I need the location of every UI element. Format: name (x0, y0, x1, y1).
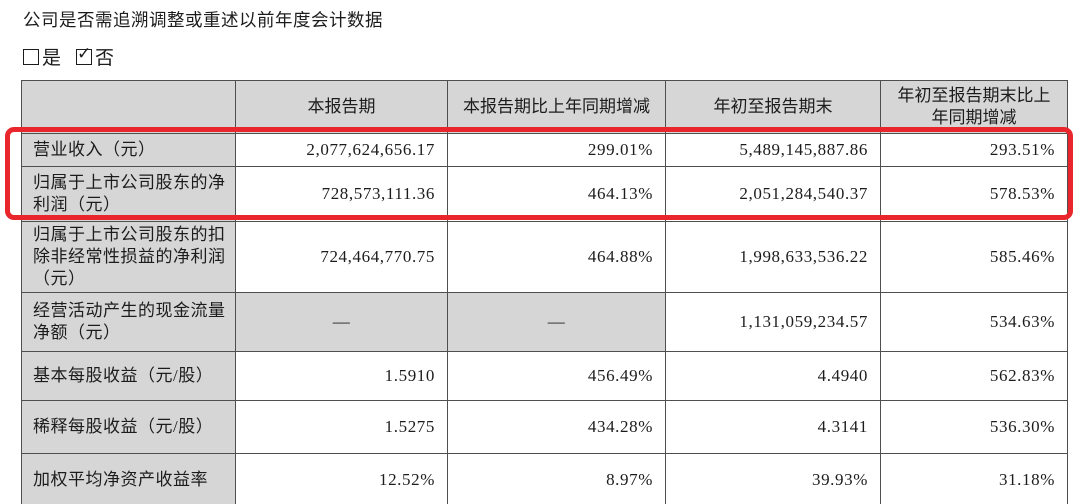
header-current-period: 本报告期 (235, 80, 448, 134)
cell-value: — (235, 292, 448, 352)
checkbox-yes-label: 是 (42, 48, 62, 69)
cell-value: 464.13% (447, 166, 666, 222)
checkbox-option-no: ✓ 否 (76, 43, 114, 70)
header-current-period-yoy: 本报告期比上年同期增减 (447, 80, 666, 134)
cell-value: 5,489,145,887.86 (665, 133, 881, 167)
cell-value: 434.28% (447, 400, 666, 454)
row-label: 归属于上市公司股东的扣除非经常性损益的净利润（元） (21, 221, 236, 293)
checkbox-row: 是 ✓ 否 (23, 43, 114, 70)
header-ytd: 年初至报告期末 (665, 80, 881, 134)
cell-value: 1,998,633,536.22 (665, 221, 881, 293)
cell-value: 39.93% (665, 453, 881, 504)
cell-value: 1.5910 (235, 351, 448, 401)
financial-indicators-table: 本报告期 本报告期比上年同期增减 年初至报告期末 年初至报告期末比上年同期增减 … (21, 80, 1068, 504)
table-row-deducted-net-profit: 归属于上市公司股东的扣除非经常性损益的净利润（元） 724,464,770.75… (21, 221, 1068, 293)
cell-value: — (447, 292, 666, 352)
checkbox-no-label: 否 (95, 48, 115, 69)
table-row-net-profit: 归属于上市公司股东的净利润（元） 728,573,111.36 464.13% … (21, 166, 1068, 222)
cell-value: 1.5275 (235, 400, 448, 454)
cell-value: 2,077,624,656.17 (235, 133, 448, 167)
cell-value: 536.30% (880, 400, 1068, 454)
check-mark-icon: ✓ (77, 43, 92, 64)
cell-value: 31.18% (880, 453, 1068, 504)
row-label: 加权平均净资产收益率 (21, 453, 236, 504)
row-label: 基本每股收益（元/股） (21, 351, 236, 401)
cell-value: 562.83% (880, 351, 1068, 401)
row-label: 经营活动产生的现金流量净额（元） (21, 292, 236, 352)
table-header-row: 本报告期 本报告期比上年同期增减 年初至报告期末 年初至报告期末比上年同期增减 (21, 80, 1068, 134)
cell-value: 456.49% (447, 351, 666, 401)
cell-value: 585.46% (880, 221, 1068, 293)
cell-value: 464.88% (447, 221, 666, 293)
row-label: 稀释每股收益（元/股） (21, 400, 236, 454)
cell-value: 2,051,284,540.37 (665, 166, 881, 222)
cell-value: 1,131,059,234.57 (665, 292, 881, 352)
table-row-weighted-avg-roe: 加权平均净资产收益率 12.52% 8.97% 39.93% 31.18% (21, 453, 1068, 504)
row-label: 营业收入（元） (21, 133, 236, 167)
cell-value: 724,464,770.75 (235, 221, 448, 293)
cell-value: 578.53% (880, 166, 1068, 222)
cell-value: 4.4940 (665, 351, 881, 401)
checkbox-unchecked-icon (23, 48, 39, 65)
cell-value: 728,573,111.36 (235, 166, 448, 222)
header-ytd-yoy: 年初至报告期末比上年同期增减 (880, 80, 1068, 134)
section-title: 公司是否需追溯调整或重述以前年度会计数据 (23, 10, 383, 30)
cell-value: 12.52% (235, 453, 448, 504)
cell-value: 293.51% (880, 133, 1068, 167)
cell-value: 8.97% (447, 453, 666, 504)
table-row-diluted-eps: 稀释每股收益（元/股） 1.5275 434.28% 4.3141 536.30… (21, 400, 1068, 454)
header-blank (21, 80, 236, 134)
table-row-operating-cash-flow: 经营活动产生的现金流量净额（元） — — 1,131,059,234.57 53… (21, 292, 1068, 352)
cell-value: 4.3141 (665, 400, 881, 454)
cell-value: 534.63% (880, 292, 1068, 352)
checkbox-option-yes: 是 (23, 43, 61, 70)
table-row-basic-eps: 基本每股收益（元/股） 1.5910 456.49% 4.4940 562.83… (21, 351, 1068, 401)
cell-value: 299.01% (447, 133, 666, 167)
table-row-revenue: 营业收入（元） 2,077,624,656.17 299.01% 5,489,1… (21, 133, 1068, 167)
checkbox-checked-icon: ✓ (76, 43, 93, 65)
row-label: 归属于上市公司股东的净利润（元） (21, 166, 236, 222)
